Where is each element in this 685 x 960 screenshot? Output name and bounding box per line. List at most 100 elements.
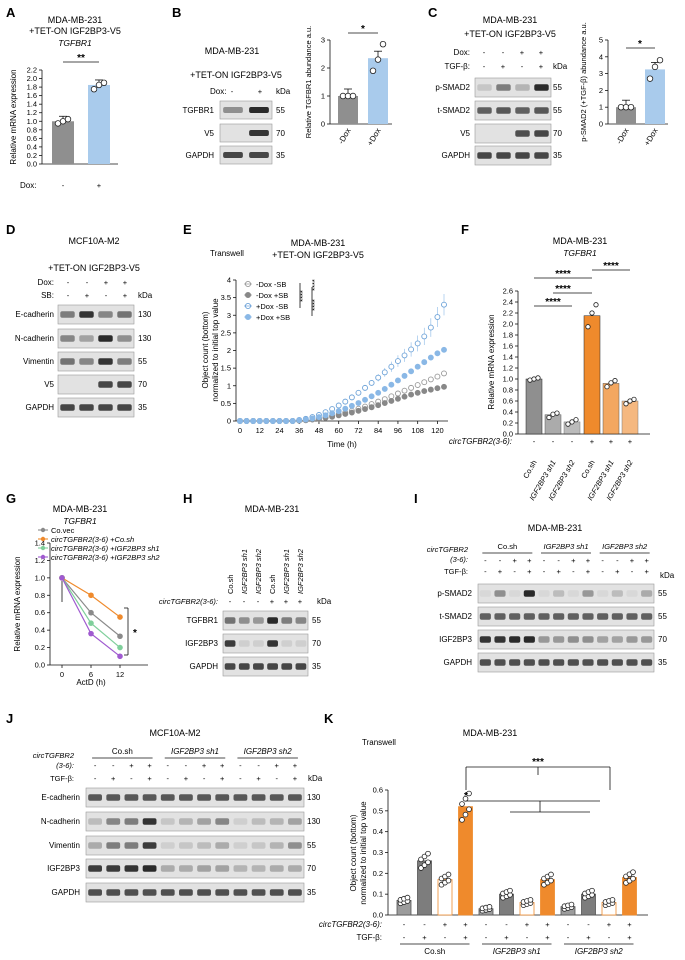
panel-j-blot-band bbox=[106, 818, 121, 825]
panel-e-point-0 bbox=[414, 382, 421, 388]
panel-i-blot-band bbox=[523, 659, 535, 666]
panel-d-blot-band bbox=[79, 311, 94, 318]
panel-k-point bbox=[589, 887, 595, 894]
panel-j-blot bbox=[85, 835, 305, 856]
panel-f-point bbox=[604, 384, 610, 390]
panel-f-sig: **** bbox=[555, 284, 571, 295]
panel-e-point-3 bbox=[316, 414, 322, 421]
panel-e-point-0 bbox=[421, 379, 428, 386]
panel-j-band-kda: 130 bbox=[307, 793, 321, 802]
panel-j-band-name: E-cadherin bbox=[41, 793, 80, 802]
panel-e-legend-label: -Dox -SB bbox=[256, 280, 286, 289]
panel-j-tgf-mark: + bbox=[256, 774, 261, 783]
panel-i-blot-band bbox=[494, 659, 506, 666]
panel-j-blot-band bbox=[251, 842, 266, 849]
panel-j-blot-band bbox=[215, 889, 230, 896]
panel-f-circ-mark: + bbox=[609, 437, 614, 446]
panel-c-tgf-mark: + bbox=[539, 62, 544, 71]
panel-i-blot-band bbox=[479, 636, 491, 643]
panel-letter-c: C bbox=[428, 5, 438, 20]
panel-b-blot-bg bbox=[219, 145, 273, 165]
panel-f-y-tick-label: 2.2 bbox=[503, 309, 513, 318]
panel-c-dox-mark: + bbox=[539, 48, 544, 57]
panel-e-point-3 bbox=[276, 418, 283, 424]
panel-k-circ-mark: + bbox=[607, 920, 612, 929]
panel-k-point bbox=[404, 894, 411, 901]
panel-k-point bbox=[527, 897, 534, 903]
panel-b-point bbox=[379, 41, 387, 48]
panel-e-point-0 bbox=[427, 376, 434, 383]
panel-k-sig: * bbox=[464, 791, 468, 802]
panel-h-lane-label: Co.sh bbox=[268, 574, 277, 594]
panel-c-band-name: t-SMAD2 bbox=[438, 106, 471, 115]
panel-letter-d: D bbox=[6, 222, 15, 237]
panel-h-circ-mark: - bbox=[257, 597, 260, 606]
panel-e-point-1 bbox=[434, 385, 441, 392]
panel-g-gene: TGFBR1 bbox=[63, 516, 97, 526]
panel-c-blot bbox=[474, 100, 552, 121]
panel-e-point-1 bbox=[381, 400, 388, 406]
panel-f-y-tick-label: 2.4 bbox=[503, 298, 513, 307]
panel-i-blot-band bbox=[597, 659, 609, 666]
panel-f-xlabel: Co.sh bbox=[521, 459, 539, 480]
panel-f-bar bbox=[525, 378, 543, 435]
panel-b-blot-band bbox=[249, 129, 269, 137]
panel-d-band-kda: 55 bbox=[138, 357, 147, 366]
panel-e-point-1 bbox=[355, 407, 362, 414]
panel-g-y-tick-label: 1.0 bbox=[35, 573, 45, 582]
panel-a-y-tick-label: 0.4 bbox=[27, 142, 37, 151]
panel-k-tgf-mark: + bbox=[627, 933, 632, 942]
panel-k-ylabel: Object count (bottom) bbox=[349, 814, 358, 891]
panel-j-circ-mark: + bbox=[202, 761, 207, 770]
panel-c-xlabel: +Dox bbox=[642, 127, 659, 148]
panel-k-circ-mark: + bbox=[443, 920, 448, 929]
panel-d-blot-band bbox=[60, 404, 75, 411]
panel-h-blot-band bbox=[253, 663, 264, 670]
panel-k-point bbox=[548, 871, 554, 878]
panel-h-band-kda: 55 bbox=[312, 616, 321, 625]
panel-h-blot-band bbox=[281, 640, 293, 647]
panel-c-tgf-label: TGF-β: bbox=[445, 62, 470, 71]
panel-i-tgf-mark: + bbox=[527, 567, 532, 576]
panel-i-blot bbox=[477, 606, 655, 627]
panel-e-point-3 bbox=[414, 363, 421, 370]
panel-k-y-tick-label: 0.3 bbox=[373, 848, 383, 857]
panel-e-x-tick-label: 96 bbox=[394, 426, 402, 435]
panel-e-y-tick-label: 4 bbox=[227, 276, 231, 285]
panel-j-blot-band bbox=[160, 842, 175, 849]
panel-g-y-tick-label: 0.6 bbox=[35, 608, 45, 617]
panel-j-blot-band bbox=[269, 794, 284, 801]
panel-i-blot-band bbox=[582, 659, 594, 666]
panel-j-blot-band bbox=[88, 889, 102, 896]
panel-d-blot-band bbox=[98, 404, 113, 411]
panel-j-blot bbox=[85, 787, 305, 808]
panel-i-blot-band bbox=[597, 613, 609, 620]
panel-g-y-tick-label: 1.2 bbox=[35, 556, 45, 565]
panel-k-circ-mark: - bbox=[567, 920, 570, 929]
panel-k-point bbox=[459, 801, 465, 807]
panel-h-lane-label: IGF2BP3 sh2 bbox=[296, 548, 305, 594]
panel-j-blot-band bbox=[269, 842, 284, 849]
panel-g-x-tick-label: 0 bbox=[60, 670, 64, 679]
panel-i-blot bbox=[477, 583, 655, 604]
panel-a-y-tick-label: 1.4 bbox=[27, 100, 37, 109]
panel-i-band-name: p-SMAD2 bbox=[437, 589, 472, 598]
panel-i-circ-mark: + bbox=[586, 556, 591, 565]
panel-e-point-0 bbox=[408, 384, 415, 391]
panel-j-circ-mark: - bbox=[112, 761, 115, 770]
panel-k-y-tick-label: 0.6 bbox=[373, 786, 383, 795]
panel-g-legend-label: Co.vec bbox=[51, 526, 75, 535]
panel-h-blot-bg bbox=[222, 610, 309, 631]
panel-c-blot-band bbox=[477, 84, 492, 91]
panel-d-sb-mark: + bbox=[85, 291, 90, 300]
panel-b-y-tick-label: 2 bbox=[321, 64, 325, 73]
panel-k-tgf-mark: - bbox=[608, 933, 611, 942]
panel-j-blot-band bbox=[179, 794, 193, 801]
panel-e-point-2 bbox=[388, 363, 395, 370]
panel-letter-k: K bbox=[324, 711, 334, 726]
panel-d-dox-mark: + bbox=[104, 278, 109, 287]
panel-f-point bbox=[535, 375, 541, 381]
panel-i-blot-band bbox=[611, 613, 623, 620]
panel-d-blot-band bbox=[98, 358, 113, 365]
panel-c-y-tick-label: 5 bbox=[599, 36, 603, 45]
